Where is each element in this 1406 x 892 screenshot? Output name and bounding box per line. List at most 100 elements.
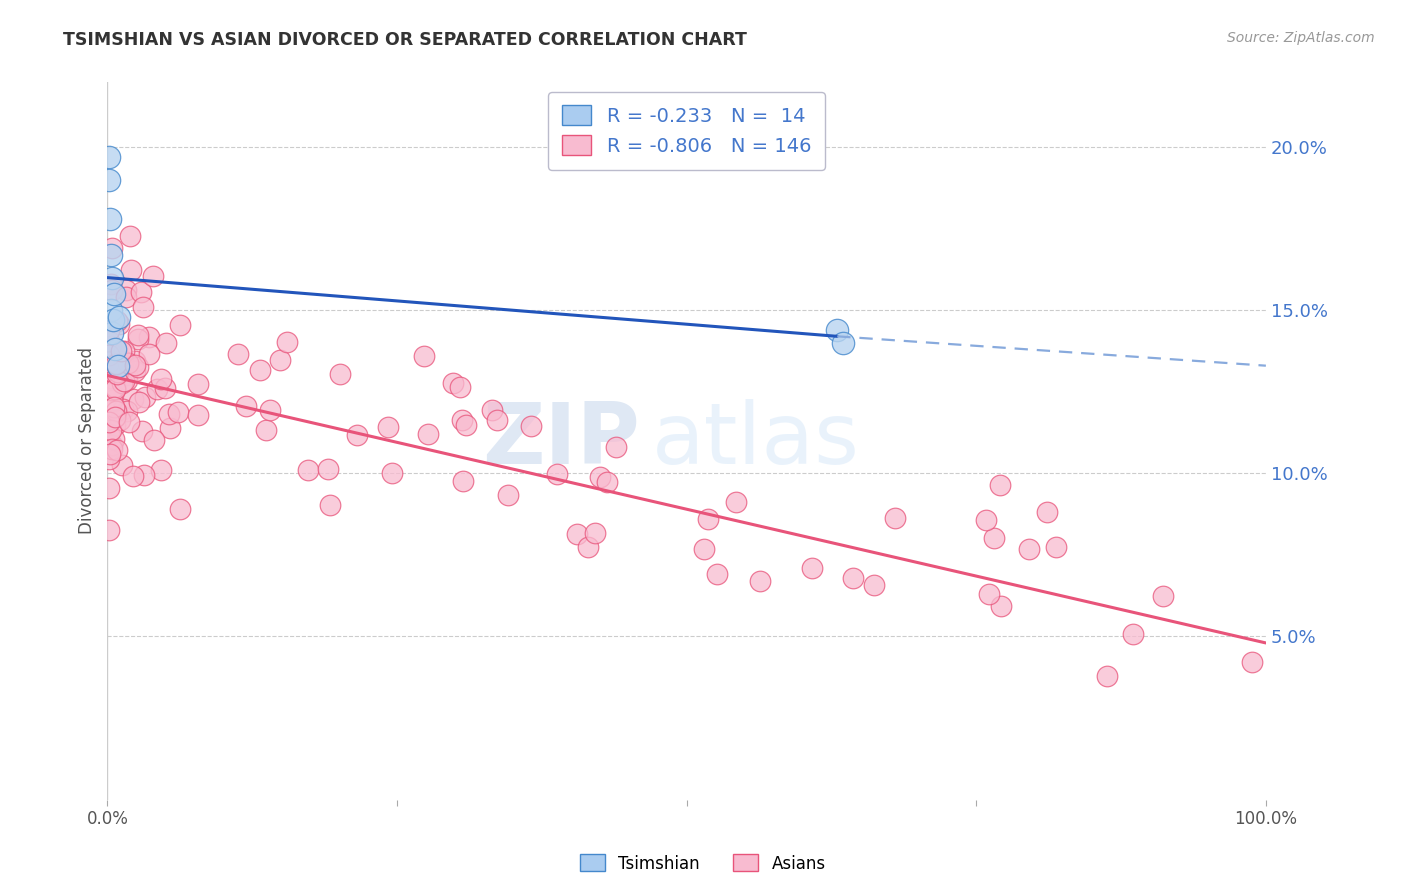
- Point: [589, 470, 612, 484]
- Point: [97, 173, 120, 187]
- Point: [98, 323, 121, 337]
- Point: [112, 374, 135, 388]
- Point: [249, 363, 271, 377]
- Point: [112, 344, 135, 359]
- Point: [115, 404, 138, 418]
- Point: [1036, 505, 1059, 519]
- Point: [111, 401, 134, 416]
- Point: [122, 392, 145, 406]
- Point: [862, 578, 884, 592]
- Point: [105, 314, 128, 328]
- Point: [97, 353, 120, 368]
- Point: [98, 211, 121, 226]
- Point: [108, 310, 131, 324]
- Point: [100, 423, 122, 437]
- Point: [98, 345, 121, 359]
- Point: [546, 467, 568, 482]
- Point: [104, 403, 127, 417]
- Point: [111, 354, 134, 368]
- Point: [1240, 655, 1263, 669]
- Point: [107, 365, 129, 379]
- Point: [98, 334, 121, 349]
- Point: [100, 277, 122, 292]
- Point: [105, 443, 128, 458]
- Point: [97, 150, 120, 164]
- Point: [127, 360, 149, 375]
- Point: [1095, 669, 1118, 683]
- Point: [117, 415, 139, 429]
- Point: [100, 339, 122, 353]
- Point: [159, 421, 181, 435]
- Point: [103, 287, 125, 301]
- Point: [150, 372, 173, 386]
- Point: [104, 380, 127, 394]
- Point: [124, 364, 146, 378]
- Text: atlas: atlas: [652, 400, 860, 483]
- Point: [884, 511, 907, 525]
- Point: [138, 330, 160, 344]
- Point: [1018, 542, 1040, 557]
- Point: [1045, 541, 1067, 555]
- Point: [120, 263, 142, 277]
- Point: [101, 442, 124, 456]
- Point: [100, 248, 122, 262]
- Point: [329, 367, 352, 381]
- Point: [115, 291, 138, 305]
- Point: [122, 468, 145, 483]
- Point: [988, 477, 1011, 491]
- Y-axis label: Divorced or Separated: Divorced or Separated: [79, 347, 96, 534]
- Point: [111, 376, 134, 391]
- Point: [103, 351, 125, 365]
- Point: [104, 357, 127, 371]
- Point: [142, 269, 165, 284]
- Point: [104, 343, 127, 357]
- Point: [693, 542, 716, 557]
- Point: [104, 356, 127, 370]
- Point: [105, 350, 128, 364]
- Point: [100, 303, 122, 318]
- Point: [100, 438, 122, 452]
- Point: [146, 382, 169, 396]
- Point: [115, 283, 138, 297]
- Point: [169, 502, 191, 516]
- Point: [841, 571, 863, 585]
- Point: [453, 475, 475, 489]
- Point: [98, 354, 121, 368]
- Point: [706, 566, 728, 581]
- Legend: Tsimshian, Asians: Tsimshian, Asians: [574, 847, 832, 880]
- Point: [100, 283, 122, 297]
- Point: [115, 355, 138, 369]
- Point: [129, 285, 152, 300]
- Point: [134, 390, 156, 404]
- Point: [990, 599, 1012, 614]
- Point: [105, 367, 128, 381]
- Point: [187, 377, 209, 392]
- Point: [485, 413, 508, 427]
- Point: [443, 376, 465, 391]
- Point: [377, 419, 399, 434]
- Point: [149, 463, 172, 477]
- Point: [412, 350, 434, 364]
- Point: [454, 418, 477, 433]
- Point: [98, 415, 121, 429]
- Point: [276, 334, 298, 349]
- Point: [269, 353, 291, 368]
- Point: [100, 371, 122, 385]
- Point: [155, 335, 177, 350]
- Point: [101, 241, 124, 255]
- Point: [124, 353, 146, 368]
- Point: [100, 383, 122, 397]
- Point: [520, 419, 543, 434]
- Point: [101, 349, 124, 363]
- Point: [498, 488, 520, 502]
- Point: [583, 525, 606, 540]
- Point: [110, 343, 132, 358]
- Point: [697, 512, 720, 526]
- Point: [297, 463, 319, 477]
- Point: [104, 410, 127, 425]
- Point: [108, 412, 131, 426]
- Point: [124, 358, 146, 372]
- Point: [451, 413, 474, 427]
- Point: [101, 313, 124, 327]
- Point: [605, 441, 627, 455]
